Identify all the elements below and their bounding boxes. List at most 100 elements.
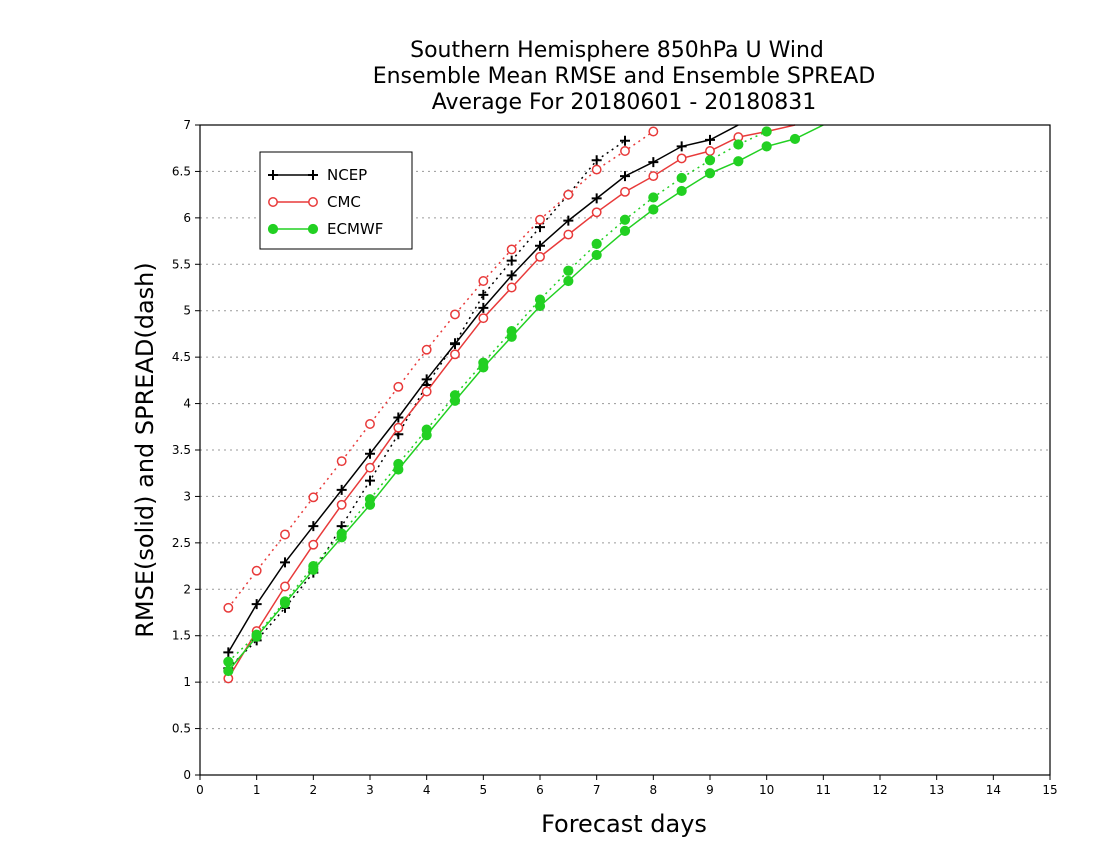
legend-marker-ecmwf [307, 223, 319, 235]
ncep-spread-line [227, 140, 626, 669]
cmc-rmse-point [535, 251, 545, 262]
y-tick-label: 5 [183, 304, 191, 318]
ncep-rmse-point [535, 240, 545, 251]
x-tick-label: 11 [816, 783, 831, 797]
x-tick-label: 8 [650, 783, 658, 797]
ncep-spread-point [620, 135, 630, 146]
cmc-spread-point [591, 164, 602, 175]
ecmwf-spread-line [227, 130, 768, 663]
ecmwf-rmse-point [251, 631, 262, 642]
ncep-rmse-point [421, 374, 432, 385]
ecmwf-spread-point [223, 656, 234, 667]
ecmwf-rmse-point [336, 532, 347, 543]
cmc-rmse-point [478, 313, 489, 324]
x-tick-label: 5 [480, 783, 488, 797]
cmc-spread-point [393, 381, 404, 392]
ecmwf-rmse-point [761, 141, 772, 152]
cmc-rmse-point [421, 386, 432, 397]
ecmwf-spread-point [704, 155, 716, 166]
cmc-spread-point [620, 146, 630, 156]
ecmwf-rmse-point [789, 133, 801, 145]
x-tick-label: 13 [929, 783, 944, 797]
cmc-spread-point [450, 309, 460, 320]
ecmwf-rmse-point [506, 331, 517, 342]
ecmwf-rmse-point [449, 395, 461, 406]
cmc-spread-point [648, 126, 659, 137]
cmc-spread-point [223, 602, 234, 613]
legend-marker-ncep [268, 170, 278, 180]
cmc-spread-point [251, 565, 262, 576]
cmc-spread-point [280, 529, 290, 540]
ecmwf-spread-point [563, 265, 574, 276]
y-tick-label: 1 [183, 675, 191, 689]
cmc-rmse-point [393, 422, 404, 433]
ecmwf-rmse-point [308, 564, 319, 575]
ncep-rmse-point [676, 141, 687, 152]
series-layer [223, 124, 824, 684]
x-tick-label: 10 [759, 783, 774, 797]
cmc-spread-point [365, 419, 375, 429]
y-tick-label: 0.5 [172, 722, 191, 736]
ecmwf-rmse-point [478, 362, 489, 373]
cmc-rmse-point [563, 229, 574, 240]
y-tick-label: 7 [183, 118, 191, 132]
ncep-rmse-point [223, 647, 234, 658]
y-tick-label: 3 [183, 489, 191, 503]
x-tick-label: 12 [872, 783, 887, 797]
cmc-rmse-point [365, 462, 375, 473]
y-tick-label: 2.5 [172, 536, 191, 550]
legend-marker-ecmwf [267, 223, 279, 235]
x-tick-label: 7 [593, 783, 601, 797]
ecmwf-rmse-line [227, 124, 824, 672]
legend-label-cmc: CMC [327, 193, 361, 211]
ecmwf-rmse-point [704, 168, 716, 179]
legend-box [259, 151, 413, 250]
ncep-rmse-point [336, 484, 347, 495]
legend-marker-cmc [308, 197, 318, 207]
ecmwf-spread-point [676, 172, 687, 184]
cmc-rmse-point [450, 349, 460, 360]
cmc-spread-point [336, 456, 347, 467]
ncep-rmse-point [365, 448, 375, 459]
cmc-rmse-point [308, 539, 319, 550]
ecmwf-rmse-point [563, 275, 574, 287]
y-tick-label: 6.5 [172, 164, 191, 178]
ncep-rmse-point [591, 193, 602, 204]
ncep-rmse-point [251, 599, 262, 610]
ncep-rmse-point [620, 171, 630, 182]
ecmwf-rmse-point [393, 464, 404, 475]
y-tick-label: 2 [183, 582, 191, 596]
ncep-rmse-point [506, 270, 517, 281]
y-tick-label: 1.5 [172, 629, 191, 643]
ncep-rmse-point [280, 557, 290, 568]
ncep-rmse-point [563, 215, 574, 226]
legend-marker-ncep [308, 170, 318, 180]
ncep-rmse-point [450, 339, 460, 350]
ncep-spread-point [506, 255, 517, 266]
cmc-rmse-point [620, 186, 630, 197]
cmc-spread-point [421, 344, 432, 355]
y-tick-label: 4 [183, 397, 191, 411]
x-tick-label: 1 [253, 783, 261, 797]
ecmwf-rmse-point [676, 185, 687, 197]
cmc-rmse-point [591, 207, 602, 218]
ncep-spread-point [478, 289, 489, 300]
ncep-rmse-point [478, 302, 489, 313]
x-tick-label: 6 [536, 783, 544, 797]
legend-label-ecmwf: ECMWF [327, 220, 383, 238]
ecmwf-rmse-point [534, 300, 546, 312]
ecmwf-spread-point [648, 192, 659, 203]
ecmwf-rmse-point [733, 156, 744, 167]
ecmwf-rmse-point [648, 204, 659, 215]
ncep-rmse-point [705, 134, 715, 145]
ecmwf-rmse-point [421, 430, 432, 441]
cmc-spread-point [535, 214, 545, 225]
ncep-rmse-point [648, 157, 659, 168]
axis-ticks: 00.511.522.533.544.555.566.570 1 2 3 4 5 6 7 8 9 1… [172, 118, 1058, 797]
ecmwf-spread-point [619, 214, 631, 225]
cmc-rmse-point [676, 153, 687, 164]
ncep-spread-point [591, 155, 602, 166]
cmc-rmse-point [280, 581, 290, 592]
x-axis-title: Forecast days [541, 810, 707, 838]
